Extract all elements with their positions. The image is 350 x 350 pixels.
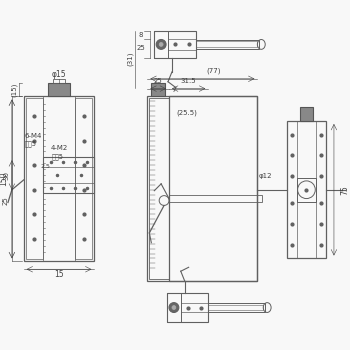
Bar <box>300 107 313 121</box>
Bar <box>154 31 168 58</box>
Circle shape <box>172 306 176 309</box>
Text: (15): (15) <box>10 82 17 97</box>
Text: 8: 8 <box>138 32 143 37</box>
Bar <box>149 98 169 279</box>
Text: 25: 25 <box>154 78 162 84</box>
Bar <box>169 97 257 281</box>
Text: 6-M4: 6-M4 <box>25 133 42 139</box>
Text: 75: 75 <box>341 185 350 195</box>
Text: 150: 150 <box>0 172 8 186</box>
Text: 25: 25 <box>3 196 9 205</box>
Bar <box>154 31 196 58</box>
Circle shape <box>159 42 163 47</box>
Text: 深さ5: 深さ5 <box>51 153 63 160</box>
Bar <box>75 98 92 259</box>
Bar <box>208 304 263 310</box>
Text: 25: 25 <box>136 46 145 51</box>
Text: 4-M2: 4-M2 <box>51 146 69 152</box>
Text: 2.5: 2.5 <box>40 164 50 169</box>
Text: (77): (77) <box>206 68 220 75</box>
Bar <box>287 121 326 258</box>
Bar <box>53 79 65 83</box>
Bar <box>208 303 265 313</box>
Circle shape <box>156 40 166 49</box>
Bar <box>167 293 181 322</box>
Text: 15: 15 <box>54 270 64 279</box>
Text: (31): (31) <box>126 52 133 66</box>
Text: φ15: φ15 <box>52 70 66 79</box>
Bar <box>169 195 262 203</box>
Text: 深さ5: 深さ5 <box>25 141 36 147</box>
Bar <box>24 97 94 261</box>
Circle shape <box>169 303 179 313</box>
Text: φ12: φ12 <box>258 173 272 179</box>
Bar <box>43 158 94 192</box>
Text: 30: 30 <box>3 170 9 180</box>
Text: 31.5: 31.5 <box>181 78 196 84</box>
Bar <box>147 97 257 281</box>
Bar <box>196 41 257 47</box>
Bar <box>48 83 70 97</box>
Bar <box>151 83 165 97</box>
Bar <box>167 293 208 322</box>
Bar <box>297 178 316 202</box>
Text: (25.5): (25.5) <box>177 109 198 116</box>
Bar <box>26 98 43 259</box>
Bar <box>196 40 259 49</box>
